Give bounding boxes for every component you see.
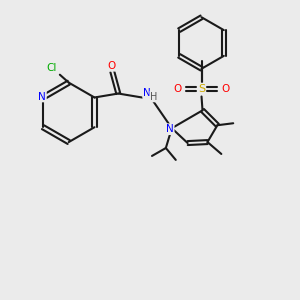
Text: N: N	[143, 88, 151, 98]
Text: O: O	[221, 84, 230, 94]
Text: N: N	[38, 92, 46, 101]
Text: S: S	[198, 84, 205, 94]
Text: N: N	[166, 124, 174, 134]
Text: O: O	[174, 84, 182, 94]
Text: Cl: Cl	[47, 63, 57, 73]
Text: O: O	[107, 61, 116, 71]
Text: H: H	[150, 92, 158, 101]
